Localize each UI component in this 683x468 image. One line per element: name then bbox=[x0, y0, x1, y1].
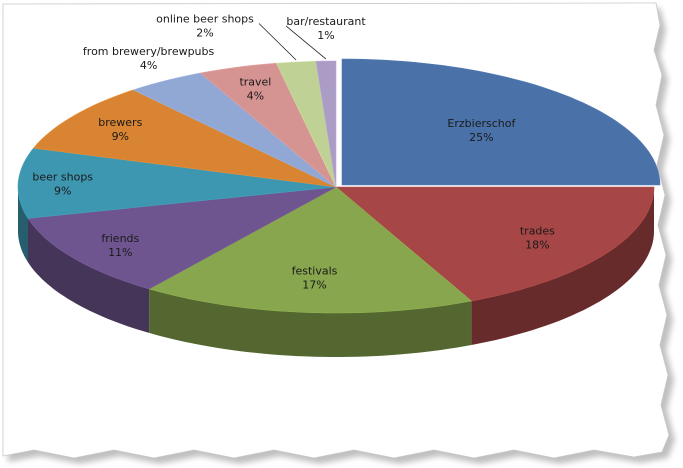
slice-value-festivals: 17% bbox=[302, 278, 326, 291]
slice-label-from-brewery-brewpubs: from brewery/brewpubs bbox=[83, 45, 215, 58]
side-beer-shops bbox=[18, 187, 28, 263]
slice-label-trades: trades bbox=[520, 225, 555, 238]
slice-erzbierschof bbox=[341, 58, 661, 186]
slice-bar-restaurant bbox=[315, 60, 337, 188]
slice-label-bar-restaurant: bar/restaurant bbox=[286, 15, 366, 28]
pie-leader-lines bbox=[258, 23, 327, 61]
leader-line-bar-restaurant bbox=[285, 25, 327, 60]
slice-value-from-brewery-brewpubs: 4% bbox=[140, 59, 157, 72]
slice-beer-shops bbox=[17, 147, 337, 219]
slice-label-friends: friends bbox=[101, 232, 139, 245]
slice-trades bbox=[335, 186, 655, 302]
slice-label-online-beer-shops: online beer shops bbox=[156, 13, 254, 26]
slice-label-festivals: festivals bbox=[292, 264, 338, 277]
pie-tops bbox=[17, 58, 661, 314]
slice-from-brewery-brewpubs bbox=[132, 72, 337, 188]
slice-value-online-beer-shops: 2% bbox=[196, 27, 213, 40]
slice-travel bbox=[199, 62, 337, 188]
slice-friends bbox=[27, 186, 337, 290]
slice-online-beer-shops bbox=[275, 60, 337, 188]
slice-value-friends: 11% bbox=[108, 246, 132, 259]
slice-value-bar-restaurant: 1% bbox=[317, 29, 334, 42]
slice-value-trades: 18% bbox=[525, 239, 549, 252]
side-trades bbox=[471, 187, 654, 345]
side-friends bbox=[28, 218, 150, 333]
slice-value-travel: 4% bbox=[247, 90, 264, 103]
slice-value-erzbierschof: 25% bbox=[469, 131, 493, 144]
slice-brewers bbox=[33, 89, 337, 188]
slice-label-beer-shops: beer shops bbox=[32, 171, 93, 184]
slice-festivals bbox=[148, 186, 473, 314]
slice-label-travel: travel bbox=[239, 76, 271, 89]
slice-label-erzbierschof: Erzbierschof bbox=[447, 117, 516, 130]
slice-value-beer-shops: 9% bbox=[54, 185, 71, 198]
slice-value-brewers: 9% bbox=[112, 130, 129, 143]
slice-label-brewers: brewers bbox=[98, 116, 142, 129]
leader-line-online-beer-shops bbox=[258, 23, 297, 61]
